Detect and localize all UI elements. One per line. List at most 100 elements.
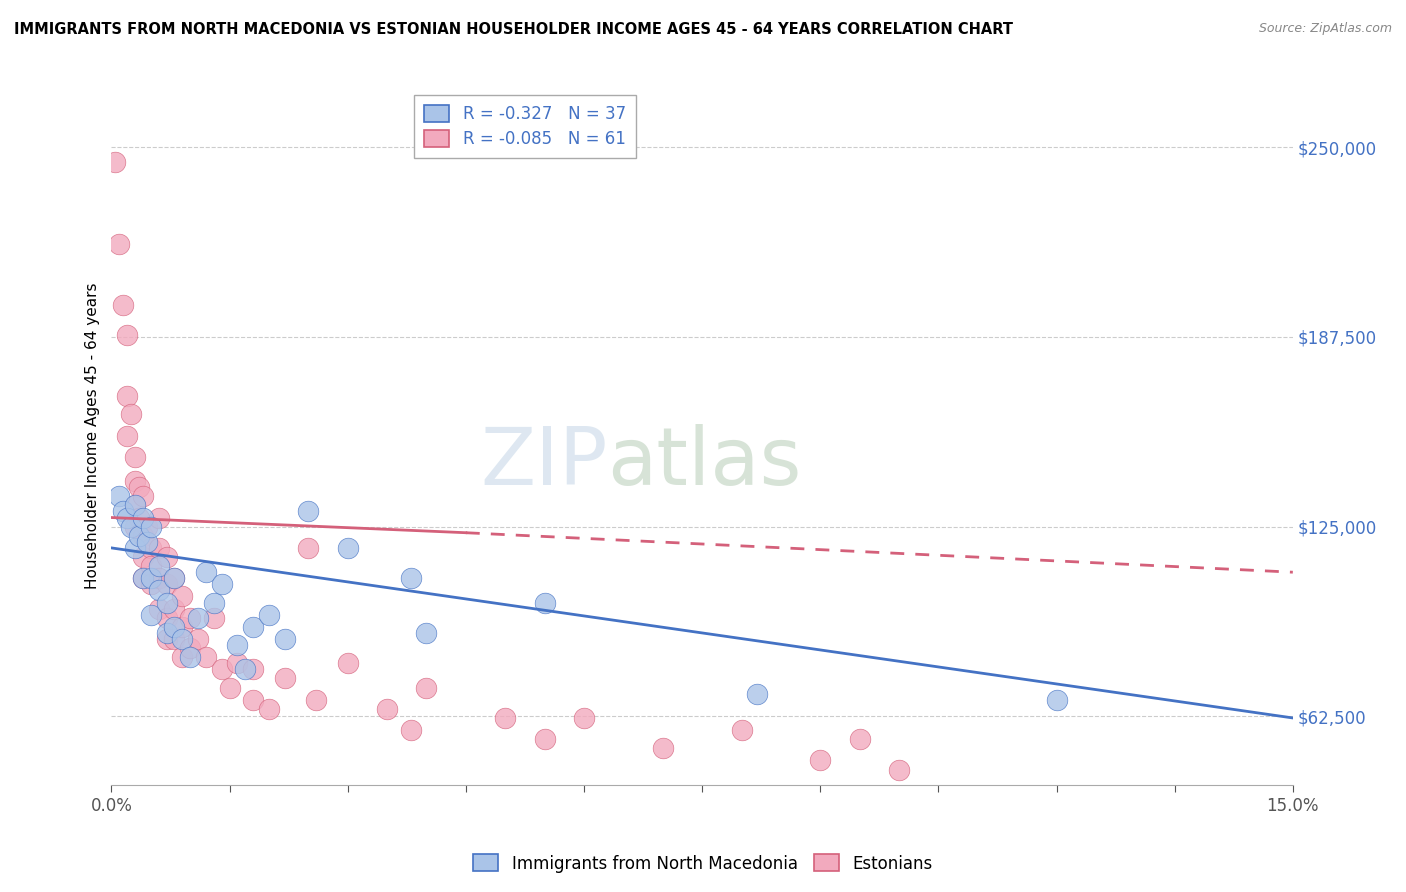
Point bbox=[233, 662, 256, 676]
Point bbox=[399, 571, 422, 585]
Point bbox=[132, 510, 155, 524]
Point bbox=[848, 732, 870, 747]
Point bbox=[533, 732, 555, 747]
Point bbox=[135, 519, 157, 533]
Point bbox=[139, 607, 162, 622]
Point bbox=[257, 607, 280, 622]
Point bbox=[179, 641, 201, 656]
Point bbox=[112, 298, 135, 312]
Point bbox=[124, 499, 146, 513]
Point bbox=[139, 577, 162, 591]
Point bbox=[202, 611, 225, 625]
Point bbox=[172, 632, 194, 646]
Point bbox=[148, 559, 170, 574]
Point bbox=[226, 657, 249, 671]
Point bbox=[163, 571, 186, 585]
Text: IMMIGRANTS FROM NORTH MACEDONIA VS ESTONIAN HOUSEHOLDER INCOME AGES 45 - 64 YEAR: IMMIGRANTS FROM NORTH MACEDONIA VS ESTON… bbox=[14, 22, 1014, 37]
Point bbox=[163, 632, 186, 646]
Point bbox=[172, 650, 194, 665]
Point bbox=[194, 565, 217, 579]
Point bbox=[415, 681, 437, 695]
Point bbox=[115, 328, 138, 343]
Point bbox=[179, 650, 201, 665]
Point bbox=[651, 741, 673, 756]
Point bbox=[297, 541, 319, 555]
Point bbox=[336, 541, 359, 555]
Point bbox=[218, 681, 240, 695]
Point bbox=[163, 620, 186, 634]
Point bbox=[120, 519, 142, 533]
Point bbox=[124, 474, 146, 488]
Point bbox=[336, 657, 359, 671]
Point bbox=[273, 672, 295, 686]
Legend: R = -0.327   N = 37, R = -0.085   N = 61: R = -0.327 N = 37, R = -0.085 N = 61 bbox=[415, 95, 636, 158]
Point bbox=[148, 571, 170, 585]
Point bbox=[120, 407, 142, 421]
Point bbox=[163, 601, 186, 615]
Point bbox=[148, 601, 170, 615]
Point bbox=[1045, 692, 1067, 706]
Point bbox=[132, 571, 155, 585]
Point bbox=[242, 662, 264, 676]
Point bbox=[128, 529, 150, 543]
Point bbox=[297, 504, 319, 518]
Point bbox=[533, 596, 555, 610]
Point bbox=[155, 626, 177, 640]
Point bbox=[211, 662, 233, 676]
Point bbox=[211, 577, 233, 591]
Y-axis label: Householder Income Ages 45 - 64 years: Householder Income Ages 45 - 64 years bbox=[86, 282, 100, 589]
Point bbox=[163, 571, 186, 585]
Point bbox=[187, 611, 209, 625]
Point bbox=[108, 237, 131, 252]
Point bbox=[172, 620, 194, 634]
Point bbox=[115, 389, 138, 403]
Point bbox=[148, 583, 170, 598]
Point bbox=[124, 499, 146, 513]
Point bbox=[132, 571, 155, 585]
Point bbox=[242, 692, 264, 706]
Legend: Immigrants from North Macedonia, Estonians: Immigrants from North Macedonia, Estonia… bbox=[467, 847, 939, 880]
Point bbox=[226, 638, 249, 652]
Point bbox=[887, 763, 910, 777]
Point bbox=[305, 692, 328, 706]
Text: Source: ZipAtlas.com: Source: ZipAtlas.com bbox=[1258, 22, 1392, 36]
Point bbox=[187, 632, 209, 646]
Point bbox=[124, 519, 146, 533]
Point bbox=[242, 620, 264, 634]
Point bbox=[194, 650, 217, 665]
Point bbox=[132, 529, 155, 543]
Point bbox=[257, 702, 280, 716]
Point bbox=[115, 510, 138, 524]
Point bbox=[128, 480, 150, 494]
Point bbox=[135, 534, 157, 549]
Point bbox=[155, 596, 177, 610]
Point bbox=[124, 541, 146, 555]
Point bbox=[179, 611, 201, 625]
Point bbox=[494, 711, 516, 725]
Point bbox=[155, 632, 177, 646]
Point bbox=[148, 510, 170, 524]
Text: ZIP: ZIP bbox=[481, 425, 607, 502]
Point bbox=[730, 723, 752, 737]
Text: atlas: atlas bbox=[607, 425, 801, 502]
Point bbox=[108, 489, 131, 503]
Point bbox=[112, 504, 135, 518]
Point bbox=[124, 450, 146, 464]
Point bbox=[148, 541, 170, 555]
Point bbox=[202, 596, 225, 610]
Point bbox=[375, 702, 398, 716]
Point bbox=[139, 559, 162, 574]
Point bbox=[132, 489, 155, 503]
Point bbox=[399, 723, 422, 737]
Point bbox=[172, 590, 194, 604]
Point bbox=[139, 541, 162, 555]
Point bbox=[155, 577, 177, 591]
Point bbox=[572, 711, 595, 725]
Point bbox=[132, 549, 155, 564]
Point bbox=[139, 571, 162, 585]
Point bbox=[115, 428, 138, 442]
Point bbox=[747, 687, 769, 701]
Point bbox=[155, 549, 177, 564]
Point bbox=[273, 632, 295, 646]
Point bbox=[155, 611, 177, 625]
